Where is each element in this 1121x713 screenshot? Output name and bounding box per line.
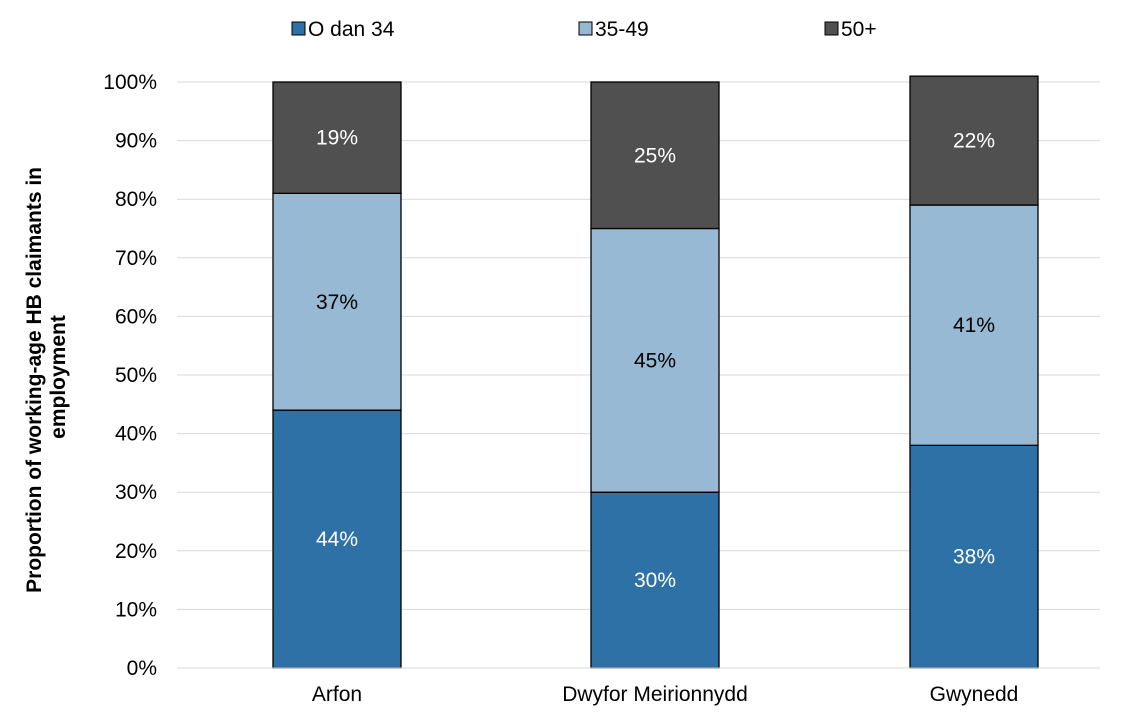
y-axis-label-line-2: employment bbox=[47, 315, 70, 439]
legend-swatch bbox=[824, 21, 839, 36]
x-tick-label: Gwynedd bbox=[930, 683, 1019, 706]
data-label: 37% bbox=[316, 291, 358, 314]
bar-segment bbox=[590, 491, 720, 669]
y-tick-label: 100% bbox=[103, 71, 157, 94]
bar-segment bbox=[590, 81, 720, 230]
data-label: 25% bbox=[634, 144, 676, 167]
y-tick-label: 0% bbox=[127, 657, 157, 680]
data-label: 22% bbox=[953, 130, 995, 153]
bars: 44% 37% 19% 30% 45% 25% 38% 41% 22% bbox=[272, 75, 1039, 669]
bar-segment bbox=[909, 444, 1039, 669]
data-label: 41% bbox=[953, 314, 995, 337]
x-tick-label: Dwyfor Meirionnydd bbox=[562, 683, 748, 706]
y-tick-label: 70% bbox=[115, 247, 157, 270]
bar-segment bbox=[909, 75, 1039, 206]
y-axis-label-line-1: Proportion of working-age HB claimants i… bbox=[23, 167, 46, 593]
y-tick-label: 40% bbox=[115, 423, 157, 446]
y-tick-label: 30% bbox=[115, 481, 157, 504]
bar-segment bbox=[909, 204, 1039, 446]
y-tick-label: 90% bbox=[115, 130, 157, 153]
legend-label: 50+ bbox=[841, 18, 877, 41]
x-tick-label: Arfon bbox=[312, 683, 362, 706]
bar-segment bbox=[590, 227, 720, 493]
legend-label: O dan 34 bbox=[308, 18, 395, 41]
data-label: 19% bbox=[316, 127, 358, 150]
legend-label: 35-49 bbox=[595, 18, 649, 41]
legend-swatch bbox=[291, 21, 306, 36]
data-label: 44% bbox=[316, 528, 358, 551]
legend-swatch bbox=[578, 21, 593, 36]
bar-segment bbox=[272, 192, 402, 411]
y-tick-label: 50% bbox=[115, 364, 157, 387]
y-axis-ticks: 0% 10% 20% 30% 40% 50% 60% 70% 80% 90% 100% bbox=[103, 71, 157, 680]
data-label: 45% bbox=[634, 349, 676, 372]
y-tick-label: 10% bbox=[115, 598, 157, 621]
legend: O dan 34 35-49 50+ bbox=[291, 18, 877, 41]
bar-segment bbox=[272, 81, 402, 194]
y-tick-label: 20% bbox=[115, 540, 157, 563]
data-label: 30% bbox=[634, 569, 676, 592]
x-axis-labels: Arfon Dwyfor Meirionnydd Gwynedd bbox=[312, 683, 1018, 706]
y-axis-label: Proportion of working-age HB claimants i… bbox=[23, 161, 70, 593]
y-tick-label: 60% bbox=[115, 305, 157, 328]
data-label: 38% bbox=[953, 546, 995, 569]
y-tick-label: 80% bbox=[115, 188, 157, 211]
